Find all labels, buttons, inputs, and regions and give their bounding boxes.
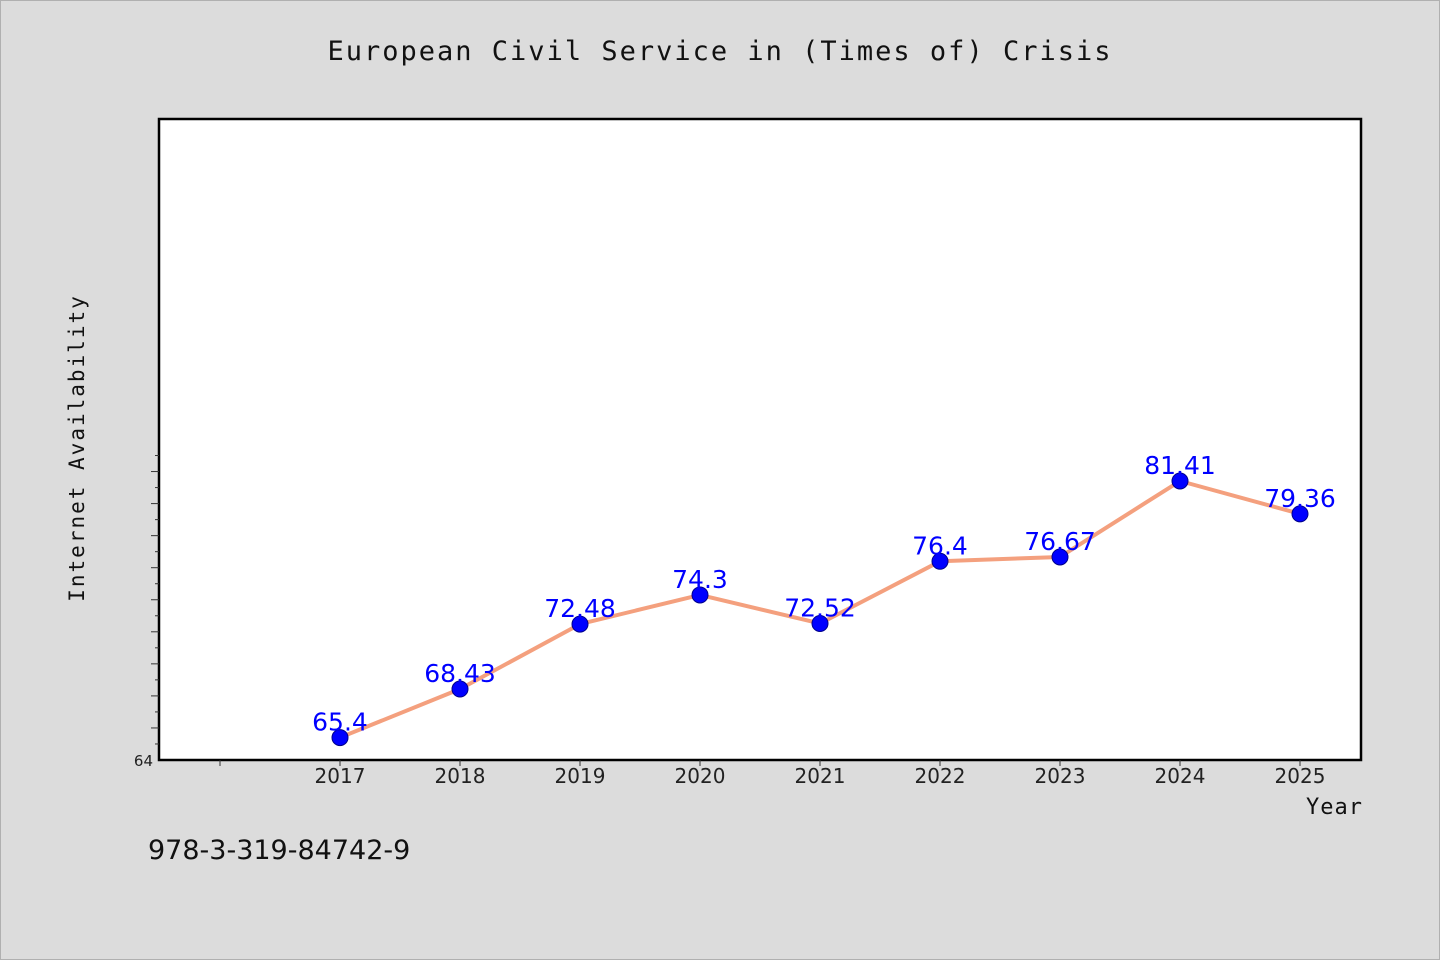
data-label: 74.3	[672, 565, 728, 594]
isbn-footnote: 978-3-319-84742-9	[148, 835, 411, 866]
x-tick-label: 2025	[1275, 764, 1326, 788]
data-point	[1051, 548, 1069, 566]
data-label: 72.48	[544, 594, 616, 623]
data-point	[451, 680, 469, 698]
x-tick-label: 2018	[435, 764, 486, 788]
x-tick-label: 2017	[315, 764, 366, 788]
data-label: 81.41	[1144, 451, 1216, 480]
y-tick-label: 64	[134, 752, 153, 770]
data-point	[1171, 472, 1189, 490]
data-point	[811, 614, 829, 632]
data-point	[571, 615, 589, 633]
data-label: 79.36	[1264, 484, 1336, 513]
data-point	[1291, 505, 1309, 523]
x-tick-label: 2023	[1035, 764, 1086, 788]
data-label: 76.4	[912, 531, 968, 560]
data-point	[691, 586, 709, 604]
x-axis-label: Year	[1306, 795, 1363, 820]
x-tick-label: 2020	[675, 764, 726, 788]
x-tick-label: 2021	[795, 764, 846, 788]
data-label: 72.52	[784, 593, 856, 622]
data-label: 76.67	[1024, 527, 1096, 556]
data-point	[331, 729, 349, 747]
plot-area	[157, 117, 1363, 762]
x-tick-label: 2019	[555, 764, 606, 788]
data-label: 68.43	[424, 659, 496, 688]
x-tick-label: 2022	[915, 764, 966, 788]
data-point	[931, 552, 949, 570]
data-label: 65.4	[312, 708, 368, 737]
x-tick-label: 2024	[1155, 764, 1206, 788]
chart-title: European Civil Service in (Times of) Cri…	[327, 36, 1113, 67]
